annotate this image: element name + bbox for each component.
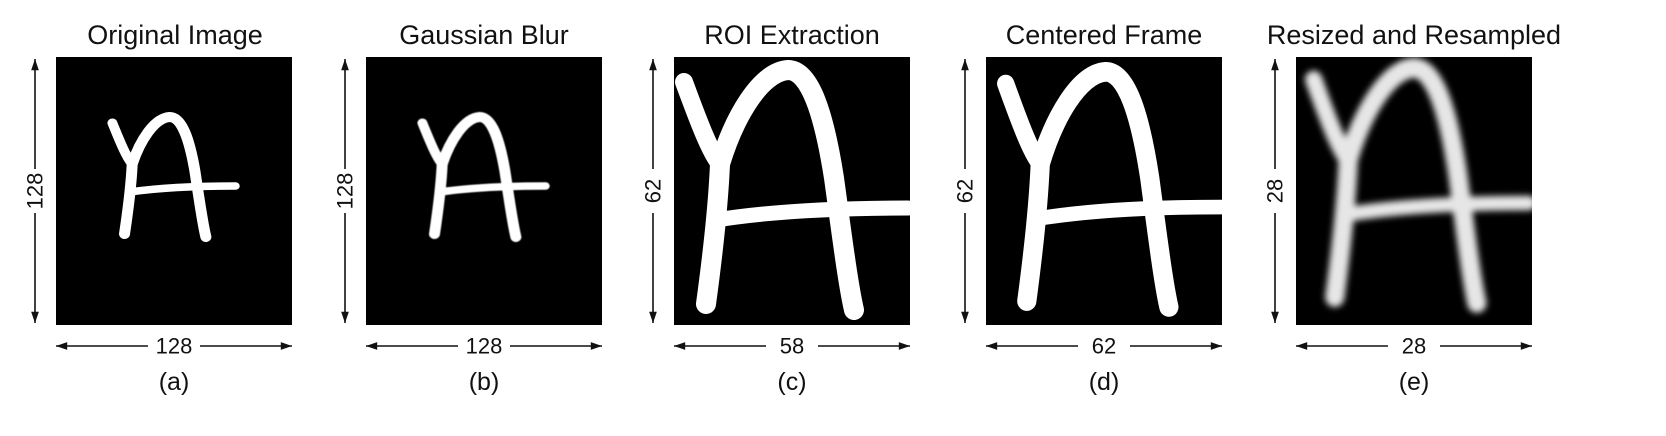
arrow-left-icon xyxy=(674,342,686,350)
panel-title: Resized and Resampled xyxy=(1267,20,1561,50)
glyph-stroke-2 xyxy=(126,112,212,242)
height-dimension: 128 xyxy=(333,59,358,323)
arrow-up-icon xyxy=(31,59,39,71)
panel-a: Original Image 128 128 (a) xyxy=(23,20,292,396)
width-dimension: 128 xyxy=(56,334,292,359)
arrow-down-icon xyxy=(1271,311,1279,323)
glyph-stroke-4 xyxy=(125,182,240,196)
height-dimension: 128 xyxy=(23,59,48,323)
panel-caption: (a) xyxy=(159,368,190,396)
glyph-stroke-2 xyxy=(436,112,522,242)
glyph-stroke-4 xyxy=(1337,195,1532,223)
arrow-down-icon xyxy=(649,311,657,323)
panel-title: Centered Frame xyxy=(1006,20,1203,50)
height-label: 128 xyxy=(23,173,48,210)
width-label: 58 xyxy=(780,334,804,359)
letter-a-glyph xyxy=(997,62,1222,317)
glyph-stroke-3 xyxy=(696,154,730,314)
panel-title: Original Image xyxy=(87,20,263,50)
width-dimension: 58 xyxy=(674,334,910,359)
image-content xyxy=(107,112,240,242)
image-content xyxy=(1305,58,1532,313)
arrow-right-icon xyxy=(590,342,602,350)
height-label: 62 xyxy=(953,179,978,203)
panel-caption: (d) xyxy=(1089,368,1120,396)
glyph-stroke-2 xyxy=(1338,58,1487,313)
panel-title: ROI Extraction xyxy=(704,20,880,50)
height-dimension: 62 xyxy=(641,59,666,323)
letter-a-glyph xyxy=(417,112,550,242)
arrow-left-icon xyxy=(56,342,68,350)
arrow-down-icon xyxy=(31,311,39,323)
width-label: 28 xyxy=(1402,334,1426,359)
glyph-stroke-2 xyxy=(1030,62,1179,317)
glyph-stroke-4 xyxy=(435,182,550,196)
glyph-stroke-2 xyxy=(710,60,864,320)
width-label: 62 xyxy=(1092,334,1116,359)
arrow-left-icon xyxy=(366,342,378,350)
arrow-up-icon xyxy=(961,59,969,71)
width-dimension: 62 xyxy=(986,334,1222,359)
image-content xyxy=(675,60,910,320)
panel-b: Gaussian Blur 128 128 (b) xyxy=(333,20,602,396)
height-label: 128 xyxy=(333,173,358,210)
panel-c: ROI Extraction 62 58 (c) xyxy=(641,20,910,396)
arrow-up-icon xyxy=(649,59,657,71)
letter-a-glyph xyxy=(1305,58,1532,313)
panel-d: Centered Frame 62 62 (d) xyxy=(953,20,1222,396)
arrow-up-icon xyxy=(1271,59,1279,71)
arrow-down-icon xyxy=(961,311,969,323)
panel-title: Gaussian Blur xyxy=(399,20,569,50)
height-dimension: 28 xyxy=(1263,59,1288,323)
width-dimension: 128 xyxy=(366,334,602,359)
width-label: 128 xyxy=(466,334,503,359)
image-content xyxy=(997,62,1222,317)
panel-caption: (c) xyxy=(777,368,806,396)
panel-caption: (b) xyxy=(469,368,500,396)
width-dimension: 28 xyxy=(1296,334,1532,359)
glyph-stroke-3 xyxy=(1325,150,1358,307)
width-label: 128 xyxy=(156,334,193,359)
arrow-up-icon xyxy=(341,59,349,71)
glyph-stroke-3 xyxy=(119,159,138,239)
height-label: 62 xyxy=(641,179,666,203)
image-content xyxy=(417,112,550,242)
letter-a-glyph xyxy=(675,60,910,320)
glyph-stroke-3 xyxy=(1017,154,1050,311)
arrow-right-icon xyxy=(280,342,292,350)
height-dimension: 62 xyxy=(953,59,978,323)
glyph-stroke-4 xyxy=(1029,199,1222,227)
arrow-right-icon xyxy=(898,342,910,350)
arrow-down-icon xyxy=(341,311,349,323)
letter-a-glyph xyxy=(107,112,240,242)
height-label: 28 xyxy=(1263,179,1288,203)
panel-caption: (e) xyxy=(1399,368,1430,396)
glyph-stroke-3 xyxy=(429,159,448,239)
glyph-stroke-4 xyxy=(708,200,910,228)
arrow-left-icon xyxy=(1296,342,1308,350)
panel-e: Resized and Resampled 28 28 (e) xyxy=(1263,20,1562,396)
arrow-left-icon xyxy=(986,342,998,350)
arrow-right-icon xyxy=(1520,342,1532,350)
arrow-right-icon xyxy=(1210,342,1222,350)
